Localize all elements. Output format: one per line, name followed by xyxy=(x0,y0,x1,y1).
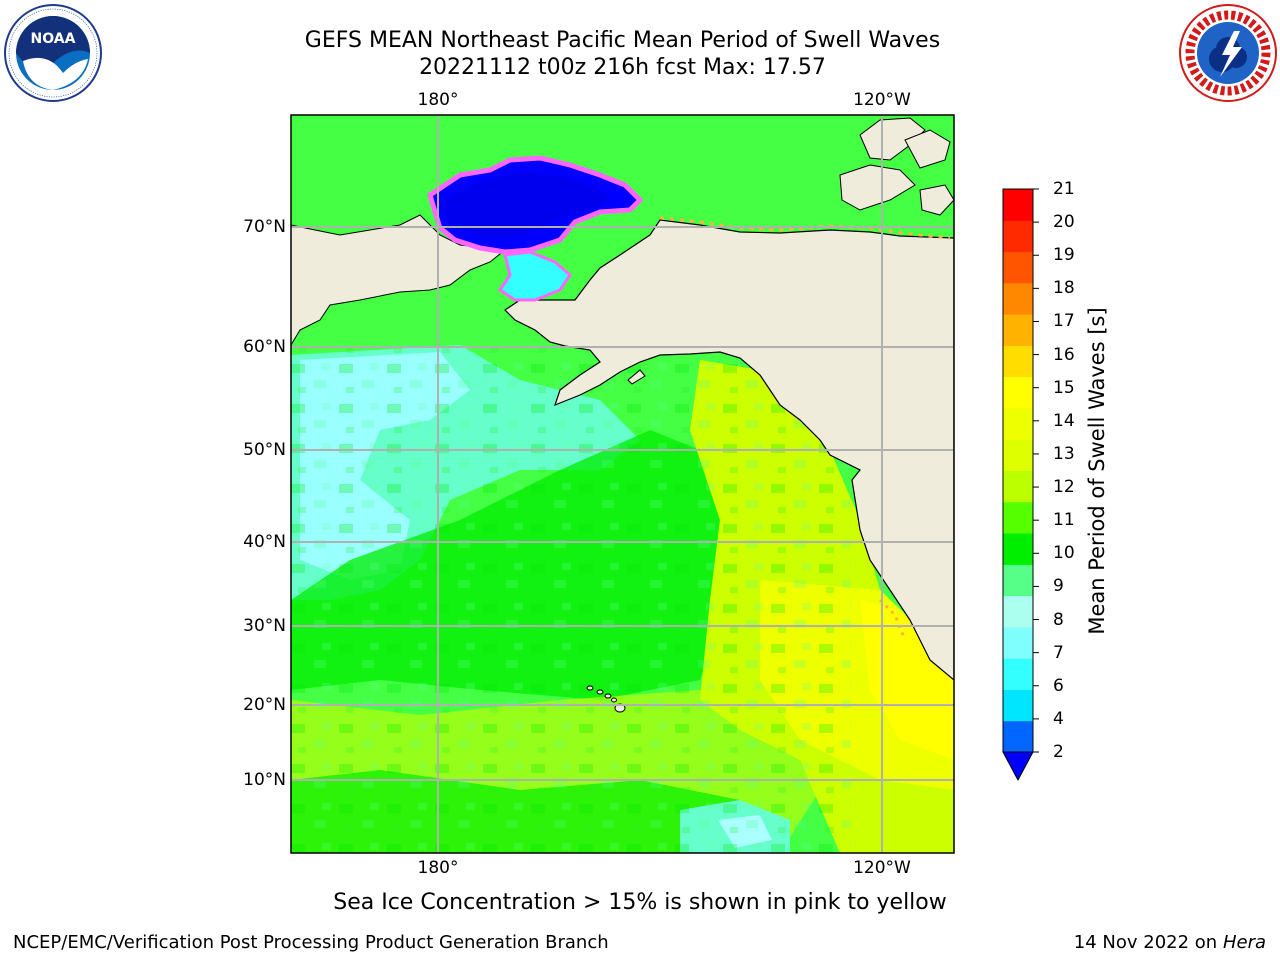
map-field xyxy=(291,115,954,853)
map-frame xyxy=(290,114,955,854)
credit-producer: NCEP/EMC/Verification Post Processing Pr… xyxy=(13,932,609,953)
lat-label-40n: 40°N xyxy=(243,532,286,552)
sea-ice-note: Sea Ice Concentration > 15% is shown in … xyxy=(333,890,947,915)
chart-title: GEFS MEAN Northeast Pacific Mean Period … xyxy=(304,28,941,53)
colorbar-segment xyxy=(1003,564,1033,597)
colorbar-segment xyxy=(1003,626,1033,659)
lat-label-20n: 20°N xyxy=(243,695,286,715)
colorbar-tick-label: 11 xyxy=(1053,510,1075,531)
lat-label-70n: 70°N xyxy=(243,217,286,237)
credit-host: Hera xyxy=(1222,932,1266,953)
colorbar-tick-label: 13 xyxy=(1053,443,1075,464)
ocean-field-texture xyxy=(291,345,851,853)
lon-label-bottom-180: 180° xyxy=(417,858,459,878)
lon-label-bottom-120w: 120°W xyxy=(853,858,911,878)
colorbar-tick-label: 12 xyxy=(1053,477,1075,498)
nws-logo xyxy=(1179,4,1277,102)
colorbar-segment xyxy=(1003,720,1033,753)
sea-ice-bering xyxy=(497,250,572,302)
land-kodiak xyxy=(627,369,646,385)
colorbar-segment xyxy=(1003,407,1033,440)
colorbar-tick-label: 6 xyxy=(1053,675,1064,696)
colorbar-segment xyxy=(1003,282,1033,315)
sea-ice-chukchi-core xyxy=(440,172,610,236)
colorbar-segment xyxy=(1003,345,1033,378)
lat-label-30n: 30°N xyxy=(243,616,286,636)
colorbar-segment xyxy=(1003,376,1033,409)
colorbar-frame xyxy=(1002,188,1034,753)
colorbar-segment xyxy=(1003,595,1033,628)
land-north-america xyxy=(504,219,954,681)
credit-date: 14 Nov 2022 on Hera xyxy=(1074,932,1266,953)
graticule xyxy=(291,115,954,853)
colorbar-tick-label: 20 xyxy=(1053,212,1075,233)
colorbar-tick-label: 2 xyxy=(1053,742,1064,762)
land-arctic-island-3 xyxy=(904,129,951,169)
colorbar-tick-label: 17 xyxy=(1053,311,1075,332)
colorbar xyxy=(1002,188,1039,782)
lat-label-60n: 60°N xyxy=(243,337,286,357)
lat-label-10n: 10°N xyxy=(243,770,286,790)
colorbar-segment xyxy=(1003,314,1033,346)
colorbar-segment xyxy=(1003,220,1033,253)
colorbar-tick-label: 8 xyxy=(1053,609,1064,630)
ocean-field-bright-yellow xyxy=(860,600,954,760)
land-arctic-island-4 xyxy=(919,184,954,216)
colorbar-tick-label: 14 xyxy=(1053,410,1075,431)
colorbar-tick-label: 9 xyxy=(1053,576,1064,597)
colorbar-tick-label: 18 xyxy=(1053,278,1075,299)
land-siberia xyxy=(291,115,507,346)
colorbar-segment xyxy=(1003,689,1033,722)
noaa-logo: NOAA xyxy=(4,4,102,102)
lon-label-top-180: 180° xyxy=(417,90,459,110)
colorbar-extend-min xyxy=(1002,751,1034,782)
colorbar-label: Mean Period of Swell Waves [s] xyxy=(1085,307,1109,635)
colorbar-tick-label: 4 xyxy=(1053,708,1064,729)
hawaii-islands xyxy=(586,685,626,713)
chart-subtitle: 20221112 t00z 216h fcst Max: 17.57 xyxy=(419,55,826,80)
colorbar-segment xyxy=(1003,189,1033,221)
lat-label-50n: 50°N xyxy=(243,440,286,460)
colorbar-tick-label: 7 xyxy=(1053,642,1064,663)
colorbar-segment xyxy=(1003,533,1033,565)
colorbar-tick-label: 19 xyxy=(1053,245,1075,266)
colorbar-tick-label: 16 xyxy=(1053,344,1075,365)
land-arctic-island-2 xyxy=(839,164,916,211)
colorbar-segment xyxy=(1003,658,1033,690)
colorbar-segment xyxy=(1003,470,1033,503)
credit-date-text: 14 Nov 2022 on xyxy=(1073,932,1218,953)
colorbar-tick-label: 15 xyxy=(1053,377,1075,398)
colorbar-segment xyxy=(1003,501,1033,534)
colorbar-tick-label: 10 xyxy=(1053,543,1075,564)
colorbar-segment xyxy=(1003,251,1033,284)
lon-label-top-120w: 120°W xyxy=(853,90,911,110)
noaa-logo-text: NOAA xyxy=(31,31,76,47)
colorbar-segment xyxy=(1003,439,1033,471)
colorbar-tick-label: 21 xyxy=(1053,179,1075,199)
